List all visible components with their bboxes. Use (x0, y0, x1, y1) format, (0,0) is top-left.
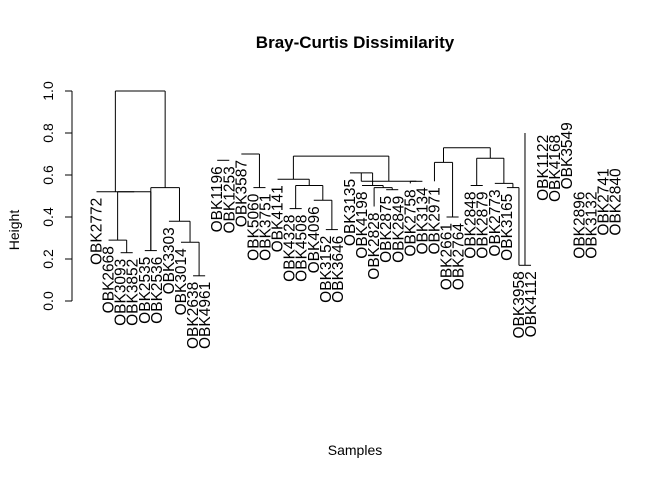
leaf-label: OBK3587 (233, 160, 250, 227)
leaf-label: OBK2773 (487, 189, 504, 256)
y-tick-label: 1.0 (40, 81, 56, 101)
leaf-label: OBK3152 (318, 236, 335, 303)
leaf-label: OBK3751 (257, 194, 274, 261)
y-axis-label: Height (6, 210, 22, 251)
leaf-label: OBK4112 (523, 271, 540, 337)
leaf-label: OBK2535 (137, 257, 154, 324)
leaf-label: OBK2764 (451, 223, 468, 291)
y-tick-label: 0.8 (40, 123, 56, 143)
leaf-label: OBK4096 (306, 206, 323, 273)
leaf-label: OBK3132 (583, 192, 600, 259)
leaf-label: OBK2772 (89, 198, 106, 265)
chart-title: Bray-Curtis Dissimilarity (256, 33, 455, 52)
leaf-label: OBK4141 (270, 185, 287, 252)
dendrogram-tree (96, 90, 532, 277)
leaf-label: OBK3135 (342, 179, 359, 246)
leaf-label: OBK2848 (463, 192, 480, 259)
leaf-label: OBK2536 (149, 257, 166, 324)
leaf-label: OBK2638 (185, 282, 202, 349)
leaf-label: OBK2661 (439, 223, 456, 290)
y-axis: 0.0 0.2 0.4 0.6 0.8 1.0 (40, 81, 73, 311)
leaf-label: OBK3646 (330, 236, 347, 303)
leaf-label: OBK2896 (571, 192, 588, 259)
leaf-label: OBK3014 (173, 248, 190, 316)
leaf-label: OBK2971 (426, 187, 443, 254)
leaf-label: OBK3958 (511, 271, 528, 338)
leaf-label: OBK2758 (402, 189, 419, 256)
leaf-label: OBK4328 (282, 215, 299, 282)
y-tick-label: 0.6 (40, 165, 56, 185)
leaf-label: OBK3549 (559, 122, 576, 189)
y-tick-label: 0.4 (40, 207, 56, 227)
leaf-label: OBK3852 (125, 259, 142, 326)
leaf-label: OBK2828 (366, 213, 383, 280)
leaf-label: OBK1253 (221, 166, 238, 233)
leaf-label: OBK4508 (294, 215, 311, 282)
y-tick-label: 0.0 (40, 291, 56, 311)
leaf-label: OBK4961 (197, 282, 214, 349)
x-axis-label: Samples (328, 442, 382, 458)
y-tick-label: 0.2 (40, 249, 56, 269)
leaf-label: OBK2741 (595, 168, 612, 235)
leaf-label: OBK4168 (547, 135, 564, 202)
leaf-label: OBK2849 (390, 196, 407, 263)
leaf-label: OBK1122 (535, 135, 552, 201)
leaf-label: OBK1196 (209, 166, 226, 232)
leaf-label: OBK2875 (378, 196, 395, 263)
leaf-label: OBK5060 (245, 193, 262, 261)
leaf-label: OBK3165 (499, 194, 516, 261)
leaf-label: OBK3093 (113, 259, 130, 326)
leaf-labels: OBK2772OBK2668OBK3093OBK3852OBK2535OBK25… (89, 122, 625, 349)
leaf-label: OBK4198 (354, 192, 371, 259)
leaf-label: OBK2879 (475, 192, 492, 259)
leaf-label: OBK2668 (101, 246, 118, 313)
leaf-label: OBK3134 (414, 187, 431, 255)
leaf-label: OBK3303 (161, 227, 178, 294)
leaf-label: OBK2840 (608, 168, 625, 236)
